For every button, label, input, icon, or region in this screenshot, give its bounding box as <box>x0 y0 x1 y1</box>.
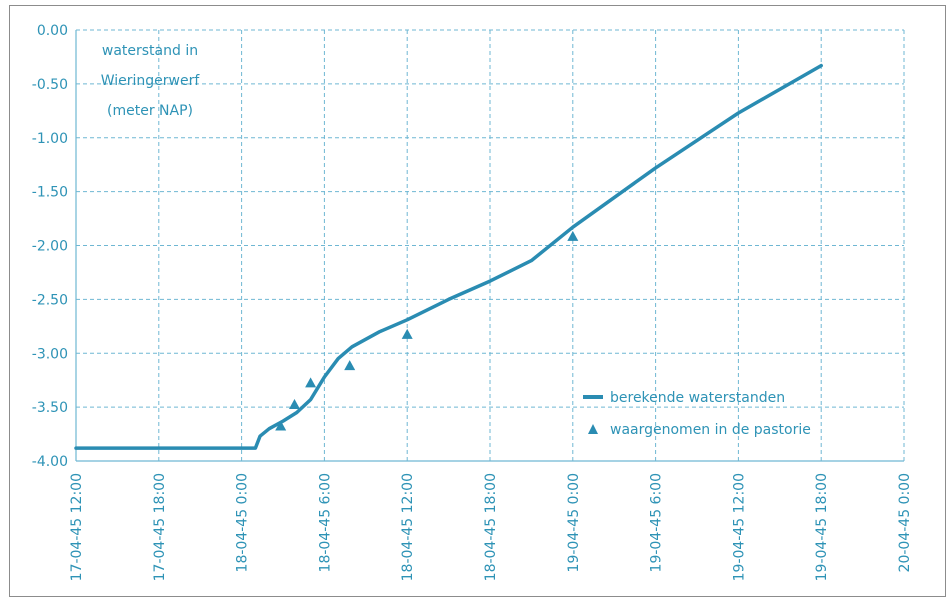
x-tick-label: 18-04-45 18:00 <box>483 473 499 581</box>
y-tick-label: -2.50 <box>32 292 68 308</box>
y-tick-label: -1.00 <box>32 131 68 147</box>
grid-layer <box>75 29 905 462</box>
y-tick-label: -3.00 <box>32 346 68 362</box>
annotation-line-3: (meter NAP) <box>107 103 193 119</box>
observation-marker <box>567 230 579 241</box>
observation-marker <box>401 328 413 339</box>
y-tick-label: -1.50 <box>32 185 68 201</box>
legend-label-line: berekende waterstanden <box>610 390 785 406</box>
observation-marker <box>289 398 300 409</box>
chart-frame: 0.00 -0.50 -1.00 -1.50 -2.00 -2.50 -3.00 -3.50 -… <box>9 5 946 597</box>
x-tick-label: 19-04-45 18:00 <box>814 473 830 581</box>
observation-marker <box>275 420 287 431</box>
x-tick-label: 19-04-45 6:00 <box>649 473 665 572</box>
x-tick-label: 18-04-45 0:00 <box>235 473 251 572</box>
y-tick-label: -2.00 <box>32 239 68 255</box>
observation-marker <box>305 377 317 388</box>
legend: berekende waterstanden waargenomen in de… <box>583 390 811 438</box>
x-tick-label: 20-04-45 0:00 <box>897 473 913 572</box>
annotation-line-2: Wieringerwerf <box>101 73 201 89</box>
y-tick-label: -3.50 <box>32 400 68 416</box>
y-axis-ticks: 0.00 -0.50 -1.00 -1.50 -2.00 -2.50 -3.00 -3.50 -… <box>32 23 68 470</box>
observation-marker <box>344 360 356 371</box>
x-axis-ticks: 17-04-45 12:00 17-04-45 18:00 18-04-45 0:0… <box>69 473 913 581</box>
series-layer <box>74 63 823 450</box>
y-tick-label: -0.50 <box>32 77 68 93</box>
annotation-line-1: waterstand in <box>102 43 198 59</box>
x-tick-label: 18-04-45 6:00 <box>317 473 333 572</box>
y-tick-label: -4.00 <box>32 454 68 470</box>
x-tick-label: 19-04-45 0:00 <box>566 473 582 572</box>
x-tick-label: 17-04-45 18:00 <box>152 473 168 581</box>
x-tick-label: 17-04-45 12:00 <box>69 473 85 581</box>
x-tick-label: 19-04-45 12:00 <box>731 473 747 581</box>
legend-label-marker: waargenomen in de pastorie <box>610 422 811 438</box>
y-tick-label: 0.00 <box>37 23 68 39</box>
line-chart: 0.00 -0.50 -1.00 -1.50 -2.00 -2.50 -3.00 -3.50 -… <box>32 23 913 581</box>
legend-triangle-swatch <box>588 424 598 434</box>
x-tick-label: 18-04-45 12:00 <box>400 473 416 581</box>
series-line-berekend <box>74 63 823 450</box>
